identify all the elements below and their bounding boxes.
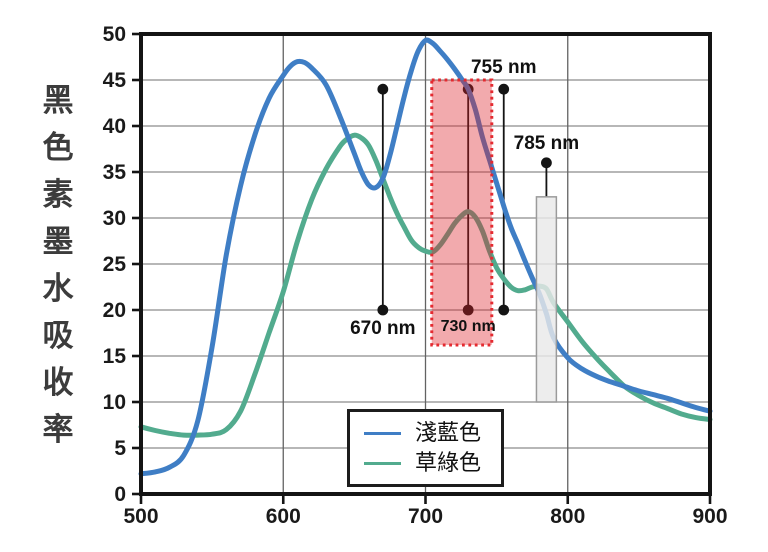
gray-bar-785 — [535, 196, 558, 403]
y-axis-title-char: 素 — [42, 177, 74, 212]
legend-item: 草綠色 — [364, 452, 501, 474]
series-curve-草綠色 — [138, 132, 713, 438]
y-tick-label: 40 — [102, 115, 126, 138]
x-tick-label: 600 — [265, 505, 301, 528]
y-axis-title-char: 率 — [42, 412, 74, 447]
legend-item: 淺藍色 — [364, 422, 501, 444]
x-tick-label: 500 — [123, 505, 159, 528]
annotation-label-785-nm: 785 nm — [513, 132, 580, 154]
y-tick-label: 10 — [102, 391, 126, 414]
y-axis-title-char: 墨 — [42, 224, 74, 259]
y-axis-title-char: 吸 — [42, 318, 74, 353]
y-tick-label: 15 — [102, 345, 126, 368]
series-curve-淺藍色 — [138, 37, 713, 477]
y-axis-title-char: 黑 — [42, 83, 74, 118]
y-tick-label: 50 — [102, 23, 126, 46]
annotation-label-755-nm: 755 nm — [470, 57, 537, 79]
annotation-label-730-nm: 730 nm — [440, 318, 496, 335]
x-tick-label: 900 — [692, 505, 728, 528]
annotation-label-670-nm: 670 nm — [350, 318, 416, 339]
legend-swatch-0 — [364, 431, 401, 435]
y-tick-label: 35 — [102, 161, 126, 184]
highlight-box-fill — [431, 80, 492, 345]
y-tick-label: 25 — [102, 253, 126, 276]
y-axis-title-char: 色 — [42, 130, 74, 165]
annotation-dot-top-670 — [377, 83, 389, 95]
x-tick-label: 800 — [550, 505, 586, 528]
annotation-dot-bottom-730 — [462, 304, 474, 316]
legend: 淺藍色 草綠色 — [347, 409, 504, 487]
y-tick-label: 45 — [102, 69, 126, 92]
legend-label: 淺藍色 — [415, 420, 482, 445]
y-tick-label: 5 — [114, 437, 126, 460]
annotation-dot-top-755 — [498, 83, 510, 95]
annotation-dot-bottom-670 — [377, 304, 389, 316]
legend-label: 草綠色 — [415, 450, 482, 475]
y-axis-title-char: 收 — [42, 365, 74, 400]
y-tick-label: 30 — [102, 207, 126, 230]
annotation-dot-785 — [541, 157, 552, 169]
annotation-dot-bottom-755 — [498, 304, 510, 316]
highlight-box-border — [430, 78, 494, 347]
y-axis-title: 黑色素墨水吸收率 — [38, 85, 78, 445]
y-tick-label: 20 — [102, 299, 126, 322]
y-axis-title-char: 水 — [42, 271, 74, 306]
x-tick-label: 700 — [407, 505, 444, 528]
y-tick-label: 0 — [114, 483, 126, 506]
plot-frame — [139, 32, 712, 496]
legend-swatch-1 — [364, 461, 401, 465]
